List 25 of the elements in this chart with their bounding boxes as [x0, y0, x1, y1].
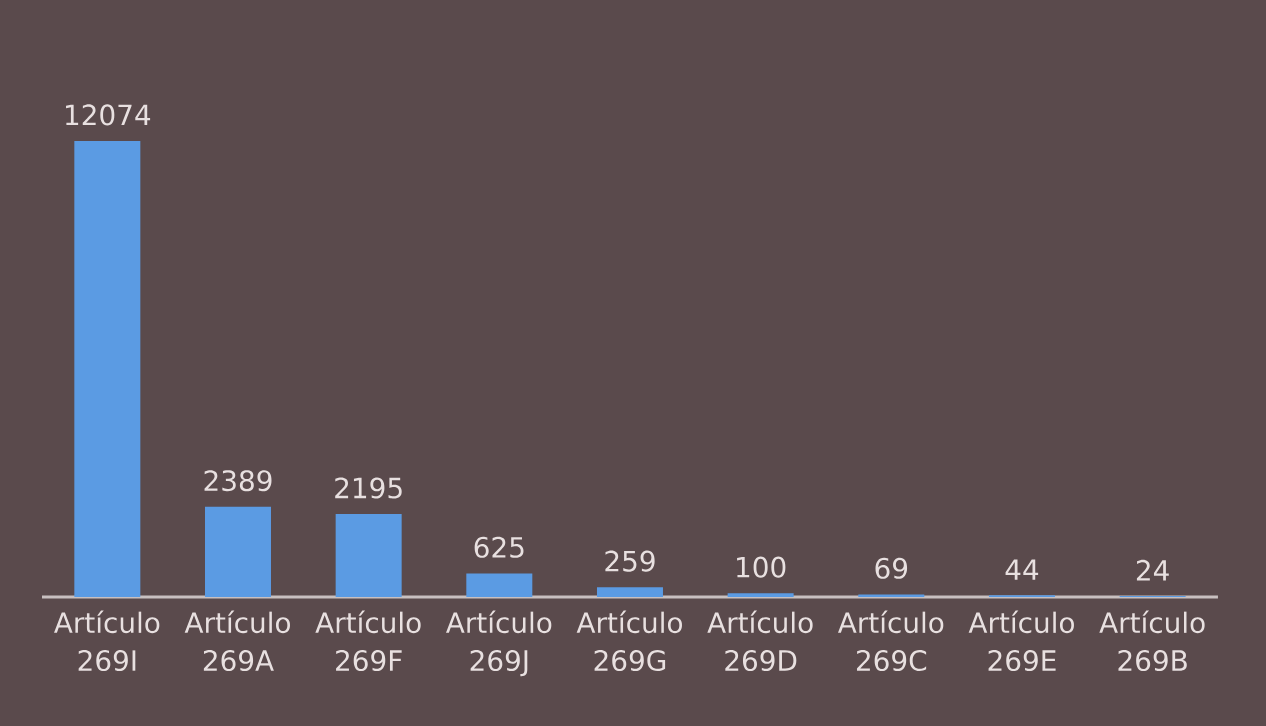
bar — [466, 573, 533, 597]
data-label: 259 — [605, 550, 655, 572]
data-label: 12074 — [66, 104, 151, 126]
data-label: 2195 — [335, 477, 402, 499]
x-tick-label: Artículo 269A — [184, 610, 290, 672]
x-tick-label: Artículo 269G — [576, 610, 682, 672]
data-label: 100 — [737, 556, 786, 578]
x-tick-label: Artículo 269B — [1099, 610, 1205, 672]
bar — [596, 587, 663, 597]
bar — [335, 514, 402, 597]
data-label: 625 — [474, 536, 524, 558]
bar — [74, 140, 141, 597]
bar — [727, 593, 794, 597]
x-tick-label: Artículo 269C — [837, 610, 944, 672]
x-tick-label: Artículo 269I — [54, 610, 160, 672]
data-label: 2389 — [204, 470, 272, 492]
x-tick-label: Artículo 269D — [707, 610, 813, 672]
data-label: 24 — [1136, 559, 1169, 581]
data-label: 69 — [875, 557, 908, 579]
x-tick-label: Artículo 269J — [445, 610, 552, 677]
data-label: 44 — [1005, 559, 1039, 580]
bar — [204, 506, 271, 597]
bar — [858, 594, 925, 597]
x-tick-label: Artículo 269F — [315, 610, 421, 672]
x-tick-label: Artículo 269E — [968, 610, 1074, 672]
